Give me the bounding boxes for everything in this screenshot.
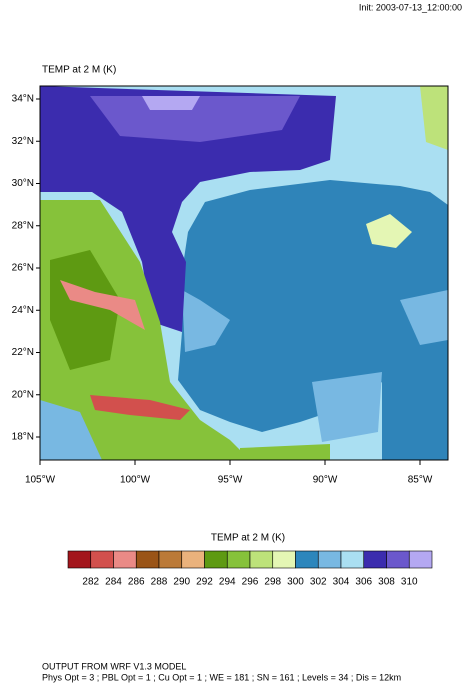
lat-label: 32°N — [12, 136, 34, 147]
lon-label: 85°W — [408, 475, 433, 486]
colorbar-box — [272, 550, 296, 569]
colorbar-box — [181, 550, 205, 569]
lat-label: 30°N — [12, 178, 34, 189]
colorbar-label: 298 — [264, 577, 281, 588]
colorbar-label: 310 — [401, 577, 418, 588]
colorbar-label: 294 — [219, 577, 236, 588]
colorbar-label: 284 — [105, 577, 122, 588]
lat-label: 18°N — [12, 432, 34, 443]
colorbar-label: 288 — [151, 577, 168, 588]
colorbar-label: 292 — [196, 577, 213, 588]
colorbar-box — [204, 550, 228, 569]
lon-label: 100°W — [120, 475, 151, 486]
lat-label: 22°N — [12, 347, 34, 358]
colorbar-label: 290 — [173, 577, 190, 588]
colorbar-box — [295, 550, 319, 569]
colorbar-box — [90, 550, 114, 569]
lat-label: 34°N — [12, 94, 34, 105]
field — [40, 86, 448, 460]
lon-label: 105°W — [25, 475, 56, 486]
colorbar-label: 302 — [310, 577, 327, 588]
lon-label: 95°W — [218, 475, 243, 486]
colorbar-title: TEMP at 2 M (K) — [211, 533, 285, 544]
lat-label: 20°N — [12, 389, 34, 400]
colorbar-box — [226, 550, 251, 569]
colorbar-label: 300 — [287, 577, 304, 588]
colorbar-box — [158, 550, 183, 569]
lat-label: 26°N — [12, 263, 34, 274]
colorbar-box — [249, 550, 274, 569]
lat-label: 28°N — [12, 220, 34, 231]
colorbar-box — [340, 550, 365, 569]
colorbar-box — [317, 550, 342, 569]
init-time: Init: 2003-07-13_12:00:00 — [359, 2, 462, 12]
colorbar-label: 304 — [333, 577, 350, 588]
lat-label: 24°N — [12, 305, 34, 316]
lon-label: 90°W — [313, 475, 338, 486]
colorbar-label: 282 — [82, 577, 99, 588]
colorbar-label: 296 — [242, 577, 259, 588]
colorbar-box — [386, 550, 410, 569]
colorbar-label: 286 — [128, 577, 145, 588]
footer-line: OUTPUT FROM WRF V1.3 MODEL — [42, 661, 186, 671]
colorbar-box — [67, 550, 92, 569]
colorbar-label: 306 — [355, 577, 372, 588]
colorbar-box — [408, 550, 433, 569]
map-title: TEMP at 2 M (K) — [42, 65, 116, 76]
colorbar-box — [363, 550, 387, 569]
colorbar-box — [113, 550, 137, 569]
footer-line: Phys Opt = 3 ; PBL Opt = 1 ; Cu Opt = 1 … — [42, 672, 401, 682]
colorbar-label: 308 — [378, 577, 395, 588]
map-frame — [39, 85, 449, 461]
colorbar-box — [135, 550, 160, 569]
